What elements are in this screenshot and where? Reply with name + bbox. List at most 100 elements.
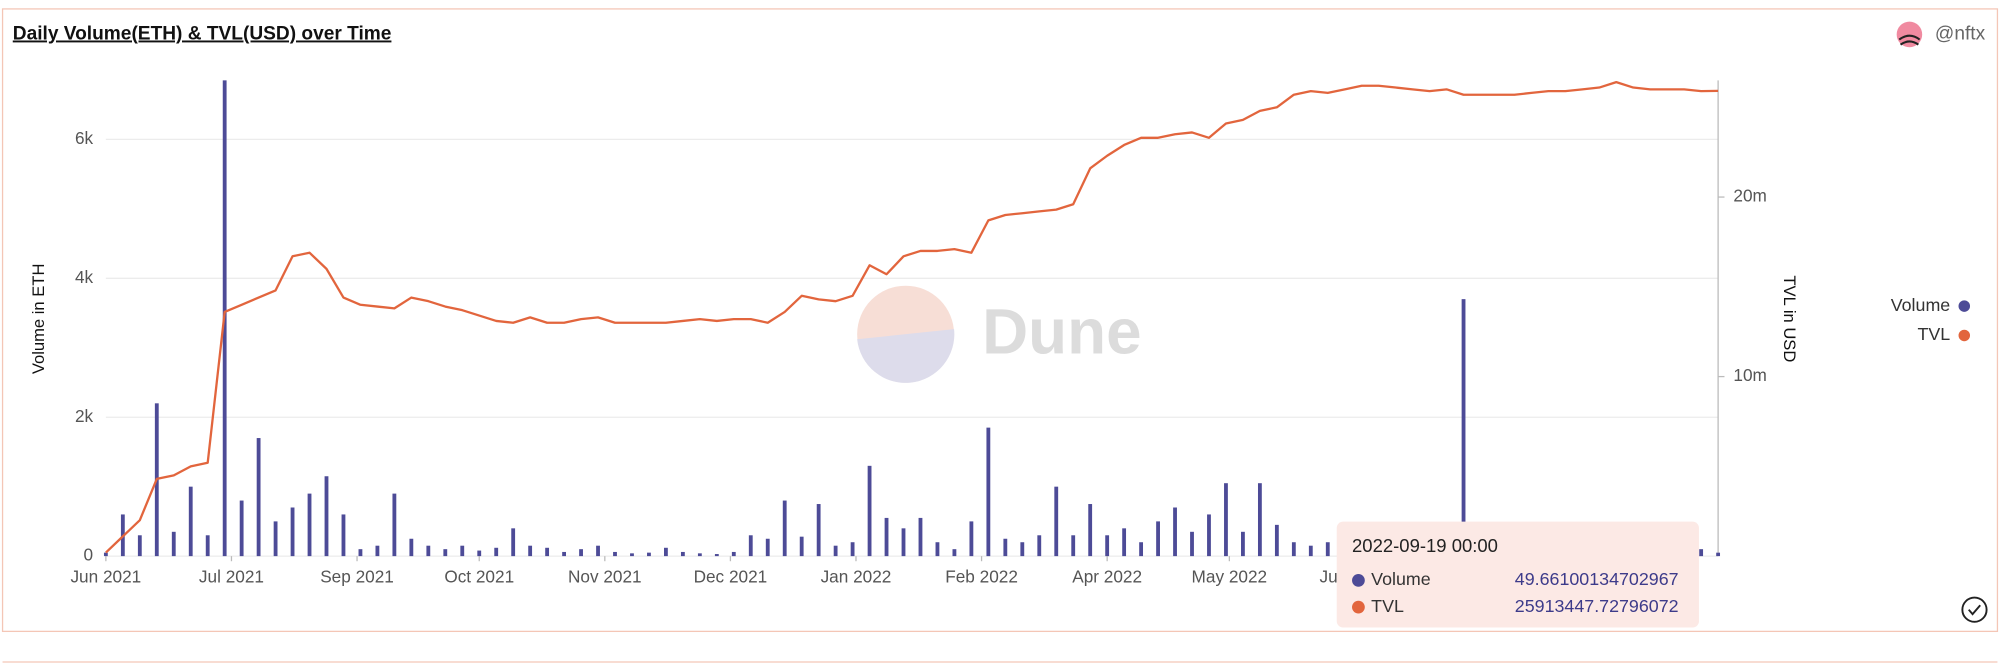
volume-bar [596, 545, 600, 557]
volume-bar [1071, 535, 1076, 557]
volume-bar [1207, 514, 1211, 557]
legend-swatch [1958, 329, 1971, 342]
volume-bar [731, 551, 736, 557]
volume-bar [1037, 535, 1042, 557]
volume-bar [1156, 521, 1160, 557]
volume-bar [562, 551, 567, 557]
volume-bar [1003, 538, 1008, 557]
volume-bar [375, 545, 380, 557]
x-tick-label: Feb 2022 [945, 566, 1018, 586]
y-tick-label: 2k [75, 406, 94, 426]
tooltip-box [1336, 521, 1699, 628]
volume-bar [460, 545, 465, 557]
brand-handle[interactable]: @nftx [1935, 23, 1986, 44]
x-tick-label: Sep 2021 [320, 566, 394, 586]
volume-bar [494, 547, 499, 557]
volume-bar [833, 545, 838, 557]
x-tick-label: Apr 2022 [1072, 566, 1142, 586]
y-tick-label: 6k [75, 128, 94, 148]
volume-bar [884, 517, 889, 557]
volume-bar [1257, 483, 1262, 557]
volume-bar [867, 465, 872, 557]
tooltip-name: TVL [1371, 596, 1404, 616]
volume-bar [256, 438, 261, 557]
volume-bar [1224, 483, 1228, 557]
legend: Volume TVL [1891, 295, 1971, 344]
volume-bar [1139, 542, 1144, 557]
volume-bar [952, 549, 957, 557]
y-tick-label: 0 [84, 545, 94, 565]
volume-bar [630, 553, 634, 557]
volume-bar [901, 528, 906, 557]
volume-bar [697, 553, 702, 557]
volume-bar [443, 549, 448, 557]
tooltip-value: 25913447.72796072 [1515, 596, 1679, 616]
volume-bar [511, 528, 516, 557]
volume-bar [188, 486, 193, 557]
volume-bar [205, 535, 210, 557]
volume-bar [358, 549, 363, 557]
volume-bar [1291, 542, 1296, 557]
volume-bar [782, 500, 787, 557]
y2-tick-label: 10m [1733, 365, 1766, 385]
volume-bar [748, 535, 753, 557]
volume-bar [714, 554, 719, 557]
x-tick-label: Oct 2021 [444, 566, 514, 586]
tooltip-value: 49.66100134702967 [1515, 569, 1679, 589]
volume-bar [1325, 542, 1330, 557]
volume-bar [1716, 552, 1721, 557]
legend-label: TVL [1918, 324, 1951, 344]
volume-bar [647, 552, 651, 557]
volume-bar [1461, 299, 1466, 557]
volume-bar [799, 536, 804, 557]
volume-bar [663, 547, 668, 557]
tooltip-swatch [1352, 573, 1365, 587]
volume-bar [307, 493, 312, 557]
tooltip-date: 2022-09-19 00:00 [1352, 535, 1498, 556]
y-axis-title: Volume in ETH [29, 264, 48, 375]
y2-axis-title: TVL in USD [1780, 275, 1799, 362]
x-tick-label: Nov 2021 [568, 566, 642, 586]
brand-logo [1896, 21, 1923, 48]
x-tick-label: Jun 2021 [70, 566, 141, 586]
volume-bar [613, 551, 617, 557]
legend-label: Volume [1891, 295, 1951, 315]
volume-bar [545, 547, 550, 557]
volume-bar [341, 514, 346, 557]
volume-bar [477, 550, 482, 557]
volume-bar [1241, 531, 1245, 557]
volume-bar [969, 521, 974, 557]
volume-bar [1088, 504, 1093, 557]
volume-bar [103, 552, 108, 557]
chart-title[interactable]: Daily Volume(ETH) & TVL(USD) over Time [13, 23, 392, 44]
volume-bar [918, 517, 923, 557]
volume-bar [392, 493, 397, 557]
volume-bar [171, 531, 176, 557]
volume-bar [1274, 524, 1279, 557]
volume-bar [1122, 528, 1127, 557]
volume-bar [816, 504, 821, 557]
watermark-text: Dune [982, 296, 1141, 368]
volume-bar [935, 542, 940, 557]
tvl-line [105, 81, 1719, 554]
volume-bar [1020, 542, 1025, 557]
volume-bar [290, 507, 295, 557]
volume-bar [273, 521, 278, 557]
check-icon[interactable] [1961, 596, 1988, 623]
volume-bar [1308, 545, 1313, 557]
x-tick-label: Jan 2022 [821, 566, 892, 586]
volume-bar [1054, 486, 1059, 557]
volume-bar [680, 551, 685, 557]
x-tick-label: May 2022 [1192, 566, 1268, 586]
volume-bar [1173, 507, 1177, 557]
y2-tick-label: 20m [1733, 186, 1766, 206]
volume-bar [409, 538, 414, 557]
volume-bar [765, 538, 770, 557]
volume-bar [324, 476, 329, 557]
volume-bar [239, 500, 244, 557]
x-tick-label: Jul 2021 [199, 566, 264, 586]
volume-bar [137, 535, 142, 557]
tooltip: 2022-09-19 00:00 Volume 49.66100134702967 T… [1336, 521, 1699, 628]
